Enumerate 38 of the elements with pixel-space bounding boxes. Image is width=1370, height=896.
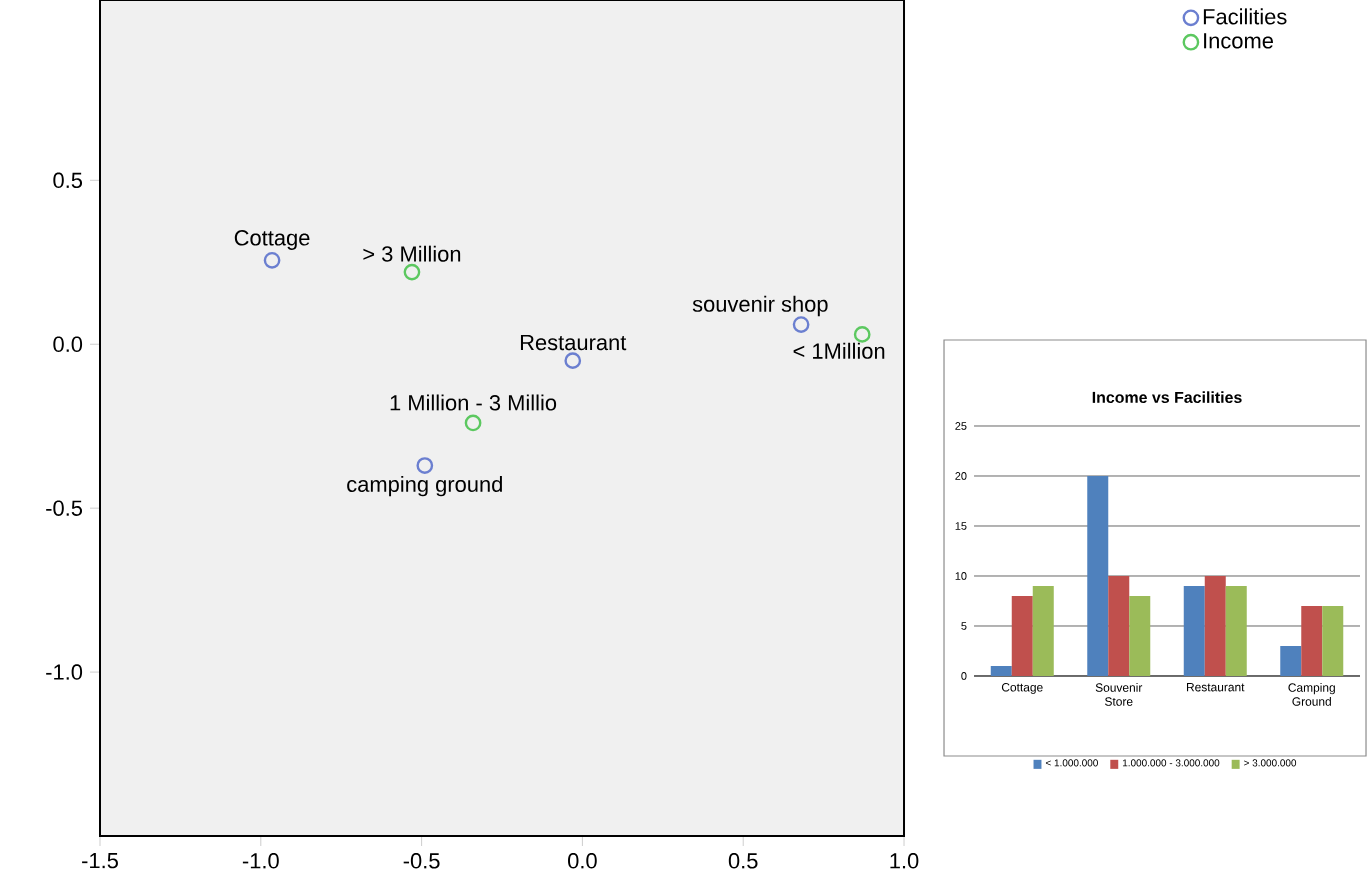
y-tick-label: -1.0 [46, 664, 83, 680]
x-tick-label: 1.0 [890, 853, 919, 869]
bar [1322, 606, 1344, 676]
annotation: souvenir shop [692, 295, 828, 317]
bar [1301, 606, 1323, 676]
x-tick-label: -0.5 [403, 853, 440, 869]
y-tick-label: 0.0 [53, 336, 83, 352]
annotation: Restaurant [520, 334, 627, 351]
point [263, 251, 281, 269]
legend-label: Facilities [1203, 8, 1287, 25]
point [853, 326, 871, 343]
bar [1280, 646, 1302, 676]
bar [1225, 586, 1247, 676]
annotation: 1 Million - 3 Millio [390, 394, 557, 411]
legend-label: Income [1204, 33, 1273, 49]
bar [1129, 596, 1151, 676]
point [416, 457, 434, 474]
point [403, 263, 421, 281]
point [564, 352, 582, 369]
bar [1108, 576, 1130, 676]
bar [1183, 586, 1205, 676]
y-tick-label: 0.5 [53, 172, 83, 189]
bar [1032, 586, 1054, 676]
annotation: < 1Million [793, 342, 885, 359]
annotation: Cottage [234, 230, 310, 250]
x-tick-label: -1.5 [82, 853, 118, 869]
point [464, 414, 482, 432]
bar [1011, 596, 1033, 676]
point [792, 316, 810, 333]
x-tick-label: 0.5 [728, 853, 758, 869]
bar [990, 666, 1012, 676]
x-tick-label: 0.0 [568, 853, 597, 869]
annotation: camping ground [347, 475, 502, 497]
y-tick-label: -0.5 [46, 500, 83, 516]
annotation: > 3 Million [363, 245, 461, 262]
bar [1087, 476, 1109, 676]
x-tick-label: -1.0 [242, 853, 279, 869]
bar [1204, 576, 1226, 676]
